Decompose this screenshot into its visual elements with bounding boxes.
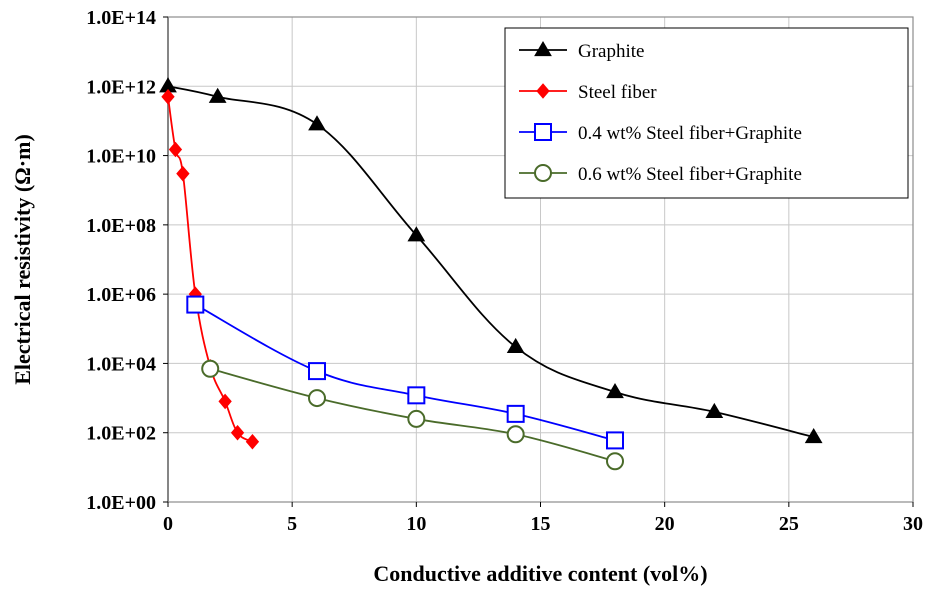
legend: Graphite Steel fiber 0.4 wt% Steel fiber+G… xyxy=(504,27,909,199)
x-tick-label: 30 xyxy=(903,513,923,535)
data-point-steel-fiber xyxy=(245,433,260,450)
data-point-graphite xyxy=(506,337,525,353)
data-point-steel-fiber-04-graphite xyxy=(407,386,426,405)
legend-item-steel-fiber-04-graphite: 0.4 wt% Steel fiber+Graphite xyxy=(519,123,802,144)
legend-marker-steel-fiber xyxy=(536,83,550,99)
legend-label: 0.4 wt% Steel fiber+Graphite xyxy=(578,123,802,144)
data-point-graphite xyxy=(606,382,624,399)
x-tick-label: 25 xyxy=(779,513,799,535)
data-point-graphite xyxy=(705,402,724,418)
series-steel-fiber-04-graphite xyxy=(186,295,624,450)
x-tick-label: 0 xyxy=(163,513,173,535)
y-axis-title: Electrical resistivity (Ω·m) xyxy=(10,134,35,385)
y-tick-label: 1.0E+08 xyxy=(86,215,156,237)
y-tick-label: 1.0E+14 xyxy=(86,7,156,29)
data-point-steel-fiber xyxy=(218,393,232,410)
data-point-steel-fiber-04-graphite xyxy=(506,404,525,423)
legend-marker-steel-fiber-06-graphite xyxy=(534,164,552,182)
data-point-steel-fiber-06-graphite xyxy=(201,359,220,378)
x-axis: 0 5 10 15 20 25 30 xyxy=(163,502,923,535)
y-tick-label: 1.0E+02 xyxy=(86,423,156,445)
x-axis-title: Conductive additive content (vol%) xyxy=(373,561,707,586)
legend-item-steel-fiber: Steel fiber xyxy=(519,82,657,103)
data-point-graphite xyxy=(208,87,227,103)
data-point-steel-fiber-06-graphite xyxy=(606,452,624,471)
legend-item-steel-fiber-06-graphite: 0.6 wt% Steel fiber+Graphite xyxy=(519,164,802,185)
data-point-graphite xyxy=(308,115,326,131)
series-layer xyxy=(159,77,823,471)
series-steel-fiber xyxy=(161,88,260,450)
series-line-graphite xyxy=(167,85,814,438)
data-point-steel-fiber xyxy=(168,141,183,158)
y-tick-label: 1.0E+12 xyxy=(86,76,156,98)
data-point-steel-fiber xyxy=(230,424,245,441)
series-graphite xyxy=(159,77,823,444)
legend-box xyxy=(504,27,909,199)
legend-marker-graphite xyxy=(534,41,552,57)
y-tick-label: 1.0E+00 xyxy=(86,492,156,514)
legend-marker-steel-fiber-04-graphite xyxy=(534,123,552,141)
data-point-steel-fiber-04-graphite xyxy=(606,431,624,450)
data-point-steel-fiber-04-graphite xyxy=(186,295,205,314)
y-tick-label: 1.0E+04 xyxy=(86,353,156,375)
data-point-graphite xyxy=(804,428,823,444)
data-point-steel-fiber-06-graphite xyxy=(308,389,326,408)
legend-label: 0.6 wt% Steel fiber+Graphite xyxy=(578,164,802,185)
x-tick-label: 20 xyxy=(655,513,675,535)
data-point-steel-fiber-06-graphite xyxy=(506,425,525,444)
x-tick-label: 10 xyxy=(406,513,426,535)
data-point-steel-fiber xyxy=(161,88,175,105)
x-tick-label: 5 xyxy=(287,513,297,535)
series-line-steel-fiber-04-graphite xyxy=(194,303,616,442)
data-point-steel-fiber-06-graphite xyxy=(407,409,426,428)
y-tick-label: 1.0E+06 xyxy=(86,284,156,306)
data-point-steel-fiber-04-graphite xyxy=(308,362,326,381)
x-tick-label: 15 xyxy=(531,513,551,535)
y-axis: 1.0E+00 1.0E+02 1.0E+04 1.0E+06 1.0E+08 1.0E+… xyxy=(86,7,168,514)
data-point-steel-fiber xyxy=(176,165,190,182)
series-steel-fiber-06-graphite xyxy=(201,359,624,471)
legend-item-graphite: Graphite xyxy=(519,41,644,62)
y-tick-label: 1.0E+10 xyxy=(86,146,156,168)
data-point-graphite xyxy=(407,226,426,242)
legend-label: Graphite xyxy=(578,41,644,62)
legend-label: Steel fiber xyxy=(578,82,657,103)
